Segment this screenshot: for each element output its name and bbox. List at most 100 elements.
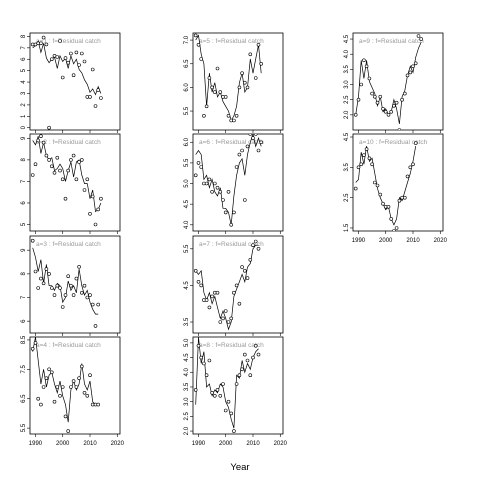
panel-2-ytick-label: 9 (21, 136, 27, 140)
panel-9-plot-area (353, 34, 424, 130)
panel-6-data-point (234, 165, 239, 169)
panel-1-ytick-label: 6 (21, 57, 27, 61)
panel-7-data-point (243, 268, 247, 273)
panel-1-data-point (47, 125, 51, 130)
panel-10-data-point (408, 165, 413, 170)
panel-9-data-point (394, 100, 399, 105)
panel-4-data-point (47, 367, 51, 372)
panel-7-data-point (237, 301, 242, 306)
panel-5-data-point (199, 57, 203, 61)
panel-4-data-point (96, 402, 100, 407)
panel-3-data-point (58, 286, 62, 290)
panel-5-data-point (210, 85, 214, 90)
panel-1-fitted-line (32, 40, 102, 96)
panel-7-data-point (193, 268, 198, 273)
panel-1-ytick-label: 4 (21, 80, 27, 84)
panel-8-data-point (253, 343, 258, 348)
panel-1-ytick-label: 0 (21, 125, 27, 129)
panel-5-data-point (234, 114, 239, 118)
panel-7-data-point (204, 298, 209, 302)
panel-2-strip-label: a=2 : f=Residual catch (36, 139, 101, 146)
panel-3-data-point (49, 286, 54, 290)
panel-1-data-point (49, 57, 54, 62)
panel-1-frame (29, 32, 121, 131)
panel-2-data-point (63, 196, 68, 201)
panel-3-data-point (63, 293, 68, 297)
panel-3-data-point (60, 305, 65, 309)
panel-8-data-point (243, 352, 247, 357)
panel-5-data-point (193, 33, 198, 38)
panel-5-ytick-label: 6.5 (184, 59, 190, 68)
panel-8-data-point (248, 373, 253, 378)
panel-4-data-point (41, 385, 46, 389)
panel-6-ytick-label: 5.0 (184, 179, 190, 188)
panel-9-ytick-label: 3.0 (344, 80, 350, 89)
panel-8-ytick-label: 2.0 (184, 426, 190, 435)
panel-7: a=7 : f=Residual catch 3.5 4.5 5.5 (184, 235, 284, 336)
panel-3-data-point (47, 272, 51, 276)
panel-6-strip-label: a=6 : f=Residual catch (199, 139, 264, 146)
panel-5-data-point (213, 90, 217, 94)
panel-3-ytick-label: 7 (21, 295, 27, 299)
xtick-label-col3: 2020 (434, 238, 448, 244)
panel-9-data-point (397, 128, 402, 130)
panel-3-fitted-line (32, 247, 99, 315)
panel-7-data-point (215, 290, 220, 295)
panel-2-data-point (52, 171, 57, 175)
panel-6-ytick-label: 4.5 (184, 199, 190, 208)
panel-8-data-point (251, 355, 255, 360)
panel-2-data-point (99, 196, 103, 201)
panel-6-data-point (218, 190, 223, 194)
panel-10-data-point (389, 217, 394, 221)
panel-6-fitted-line (195, 134, 262, 225)
panel-5-data-point (202, 114, 206, 118)
panel-3-data-point (39, 276, 43, 281)
panel-8-data-point (207, 358, 212, 363)
panel-1-data-point (55, 55, 60, 59)
panel-10-plot-area (353, 141, 418, 231)
panel-3-data-point (41, 281, 46, 286)
panel-2-ytick-label: 8 (21, 158, 27, 162)
panel-8-data-point (240, 367, 244, 372)
panel-5-data-point (215, 66, 220, 71)
panel-9-data-point (386, 113, 391, 117)
panel-8-ytick-label: 5.0 (184, 338, 190, 347)
panel-5-ytick-label: 6.0 (184, 83, 190, 92)
panel-7-plot-area (193, 239, 261, 331)
panel-10: a=10 : f=Residual catch 1.5 2.5 3.5 4.5 (344, 132, 444, 234)
panel-4-data-point (88, 373, 92, 378)
panel-9-data-point (372, 94, 377, 99)
panel-4-data-point (60, 385, 65, 389)
panel-2-data-point (80, 158, 84, 162)
panel-9-data-point (378, 94, 383, 99)
panel-10-data-point (392, 229, 396, 231)
panel-2-data-point (93, 222, 98, 227)
panel-9-ytick-label: 2.5 (344, 95, 350, 104)
panel-1-data-point (66, 60, 70, 65)
xtick-label-col3: 1990 (352, 238, 366, 244)
x-axis-layer: 1990 2000 2010 2020 1990 2000 2010 2020 1990 2000… (29, 238, 448, 447)
panel-5-data-point (207, 76, 212, 80)
panel-4-data-point (69, 385, 73, 389)
panel-4-data-point (77, 376, 81, 381)
panel-4-data-point (30, 346, 35, 351)
panel-5-data-point (237, 85, 242, 90)
panel-2-data-point (77, 160, 81, 164)
panel-7-data-point (221, 316, 225, 321)
panel-8-data-point (213, 393, 217, 398)
panel-3-data-point (55, 283, 60, 288)
panel-7-data-point (218, 320, 223, 324)
panel-6-data-point (251, 136, 255, 140)
panel-9-data-point (362, 58, 366, 63)
panel-9-ytick-label: 4.5 (344, 34, 350, 43)
panel-7-data-point (232, 290, 236, 295)
panel-2-data-point (49, 164, 54, 169)
panel-8-plot-area (193, 337, 261, 433)
panel-3-ytick-label: 6 (21, 319, 27, 323)
panel-8-data-point (221, 382, 225, 386)
panel-8-ytick-label: 4.0 (184, 367, 190, 376)
panel-2-data-point (44, 153, 49, 158)
panel-1-data-point (74, 50, 79, 55)
panel-10-fitted-line (355, 146, 417, 226)
